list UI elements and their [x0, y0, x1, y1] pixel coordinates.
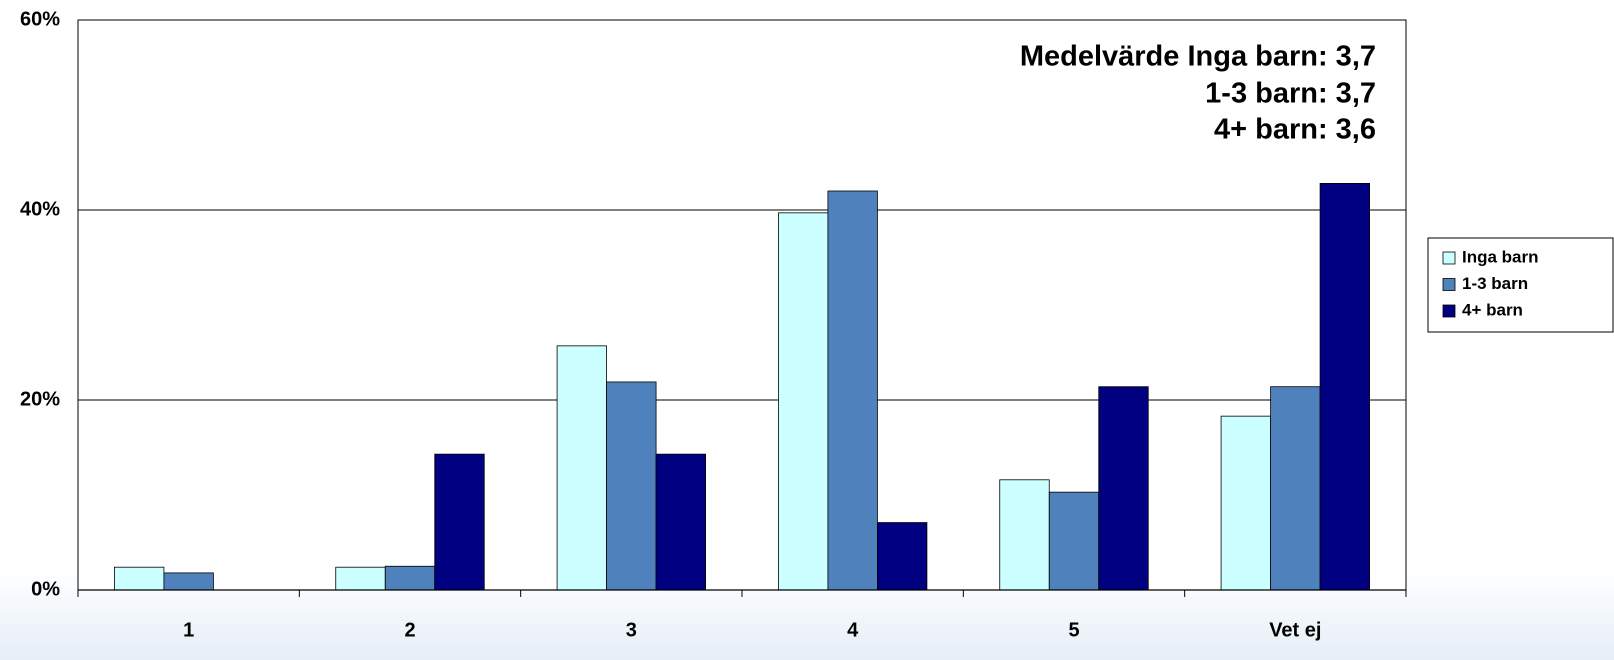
- y-tick-label: 40%: [20, 198, 60, 220]
- annotation: 1-3 barn: 3,7: [1205, 78, 1376, 110]
- bar: [1319, 182, 1370, 591]
- legend-swatch: [1442, 251, 1456, 265]
- legend-label: 4+ barn: [1462, 300, 1523, 319]
- y-tick-label: 0%: [31, 578, 60, 600]
- bar: [1220, 415, 1271, 591]
- x-tick-label: 4: [847, 619, 859, 641]
- x-tick-label: 3: [626, 619, 637, 641]
- bar: [827, 190, 878, 591]
- bar: [384, 565, 436, 591]
- bar: [434, 453, 485, 591]
- bar: [1270, 386, 1321, 591]
- plot-area: [77, 19, 1407, 591]
- x-tick-label: 5: [1068, 619, 1079, 641]
- bar: [606, 381, 657, 591]
- bar: [778, 212, 829, 591]
- bar: [556, 345, 607, 591]
- bar: [1048, 491, 1100, 591]
- x-tick-label: Vet ej: [1269, 619, 1321, 641]
- legend-swatch: [1442, 278, 1456, 291]
- annotation: Medelvärde Inga barn: 3,7: [1020, 41, 1376, 73]
- legend-label: Inga barn: [1462, 247, 1539, 266]
- bar: [335, 566, 386, 591]
- legend-swatch: [1442, 304, 1456, 318]
- bar: [114, 566, 165, 591]
- bar: [1098, 386, 1149, 591]
- bar: [163, 572, 214, 591]
- annotation: 4+ barn: 3,6: [1214, 114, 1376, 146]
- bar: [655, 453, 706, 591]
- legend-label: 1-3 barn: [1462, 274, 1528, 293]
- legend-box: [1427, 237, 1614, 333]
- y-tick-label: 60%: [20, 8, 60, 30]
- bar: [877, 522, 928, 591]
- bar: [999, 479, 1050, 591]
- y-tick-label: 20%: [20, 388, 60, 410]
- x-tick-label: 2: [404, 619, 415, 641]
- x-tick-label: 1: [183, 619, 194, 641]
